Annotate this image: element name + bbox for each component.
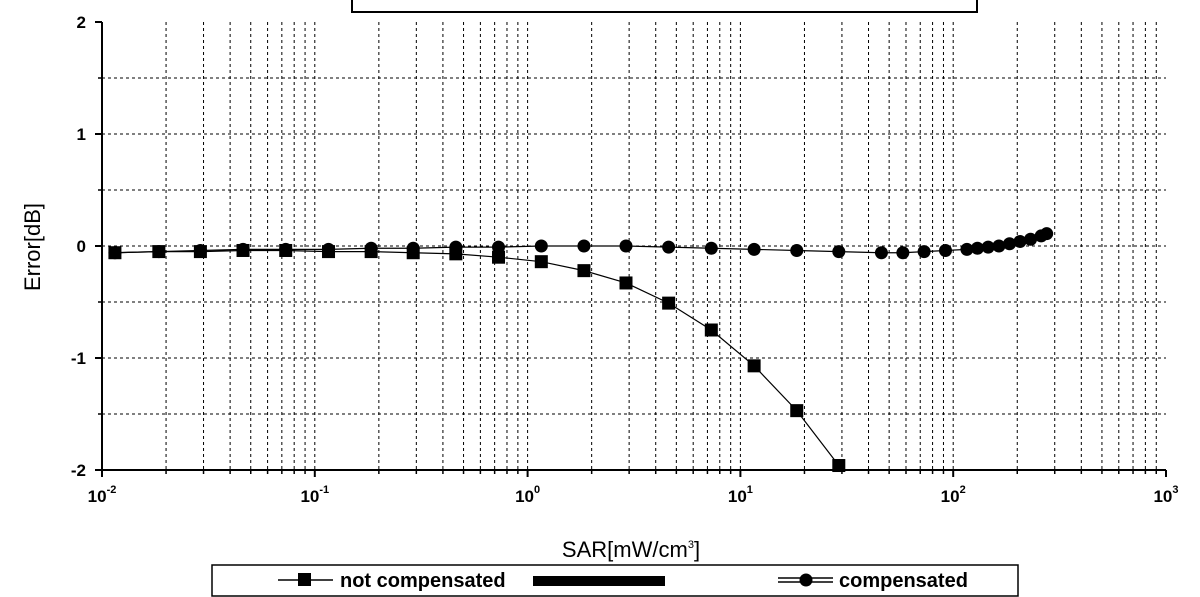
data-point-square [492, 250, 506, 264]
legend-label-compensated: compensated [839, 570, 968, 592]
series-line-not-compensated [114, 249, 840, 466]
data-point-circle [492, 240, 506, 254]
data-point-square [832, 459, 846, 473]
data-point-circle [236, 242, 250, 256]
data-point-circle [619, 239, 633, 253]
x-tick-label: 100 [515, 484, 540, 506]
data-point-circle [577, 239, 591, 253]
grid [102, 22, 1166, 470]
data-point-square [619, 276, 633, 290]
y-tick-label: 2 [77, 13, 86, 32]
top-box-frame [351, 0, 978, 13]
data-point-circle [970, 241, 984, 255]
y-tick-label: -2 [71, 461, 86, 480]
data-point-circle [406, 241, 420, 255]
data-point-circle [896, 246, 910, 260]
data-point-circle [108, 246, 122, 260]
data-point-circle [152, 245, 166, 259]
data-point-circle [1040, 227, 1054, 241]
legend: not compensated compensated [211, 564, 1019, 597]
x-axis-label-main: SAR[mW/cm [562, 537, 688, 562]
x-tick-label: 10-2 [88, 484, 117, 506]
data-point-circle [832, 245, 846, 259]
legend-marker-square-icon [298, 573, 311, 586]
data-point-circle [534, 239, 548, 253]
data-point-circle [917, 245, 931, 259]
x-axis-label-sup: 3 [688, 539, 694, 551]
x-axis-label-tail: ] [694, 537, 700, 562]
y-tick-label: 1 [77, 125, 86, 144]
data-point-circle [790, 243, 804, 257]
x-tick-label: 103 [1153, 484, 1178, 506]
x-tick-labels: 10-2 10-1 100 101 102 103 [88, 470, 1179, 506]
data-point-circle [322, 242, 336, 256]
data-point-circle [992, 239, 1006, 253]
data-point-circle [960, 242, 974, 256]
data-point-circle [364, 241, 378, 255]
y-tick-label: 0 [77, 237, 86, 256]
data-point-square [790, 404, 804, 418]
data-point-square [577, 264, 591, 278]
data-point-circle [1024, 232, 1038, 246]
x-tick-label: 10-1 [300, 484, 329, 506]
series-markers [108, 227, 1054, 473]
data-point-square [704, 323, 718, 337]
x-tick-label: 102 [941, 484, 966, 506]
data-point-circle [1003, 237, 1017, 251]
data-point-square [662, 296, 676, 310]
y-axis-label: Error[dB] [20, 203, 45, 291]
legend-marker-circle-icon [799, 573, 813, 587]
y-tick-label: -1 [71, 349, 86, 368]
data-point-circle [1013, 235, 1027, 249]
data-point-circle [279, 242, 293, 256]
data-point-circle [449, 240, 463, 254]
data-point-circle [704, 241, 718, 255]
data-point-circle [747, 242, 761, 256]
data-point-circle [662, 240, 676, 254]
data-point-square [747, 359, 761, 373]
data-point-circle [193, 243, 207, 257]
x-axis-label: SAR[mW/cm3] [562, 537, 700, 562]
data-point-circle [938, 243, 952, 257]
legend-label-not-compensated: not compensated [340, 570, 506, 592]
data-point-circle [981, 240, 995, 254]
y-tick-labels: 2 1 0 -1 -2 [71, 13, 102, 480]
data-point-square [534, 255, 548, 269]
data-point-circle [874, 246, 888, 260]
x-tick-label: 101 [728, 484, 753, 506]
legend-redaction-bar [533, 576, 665, 586]
